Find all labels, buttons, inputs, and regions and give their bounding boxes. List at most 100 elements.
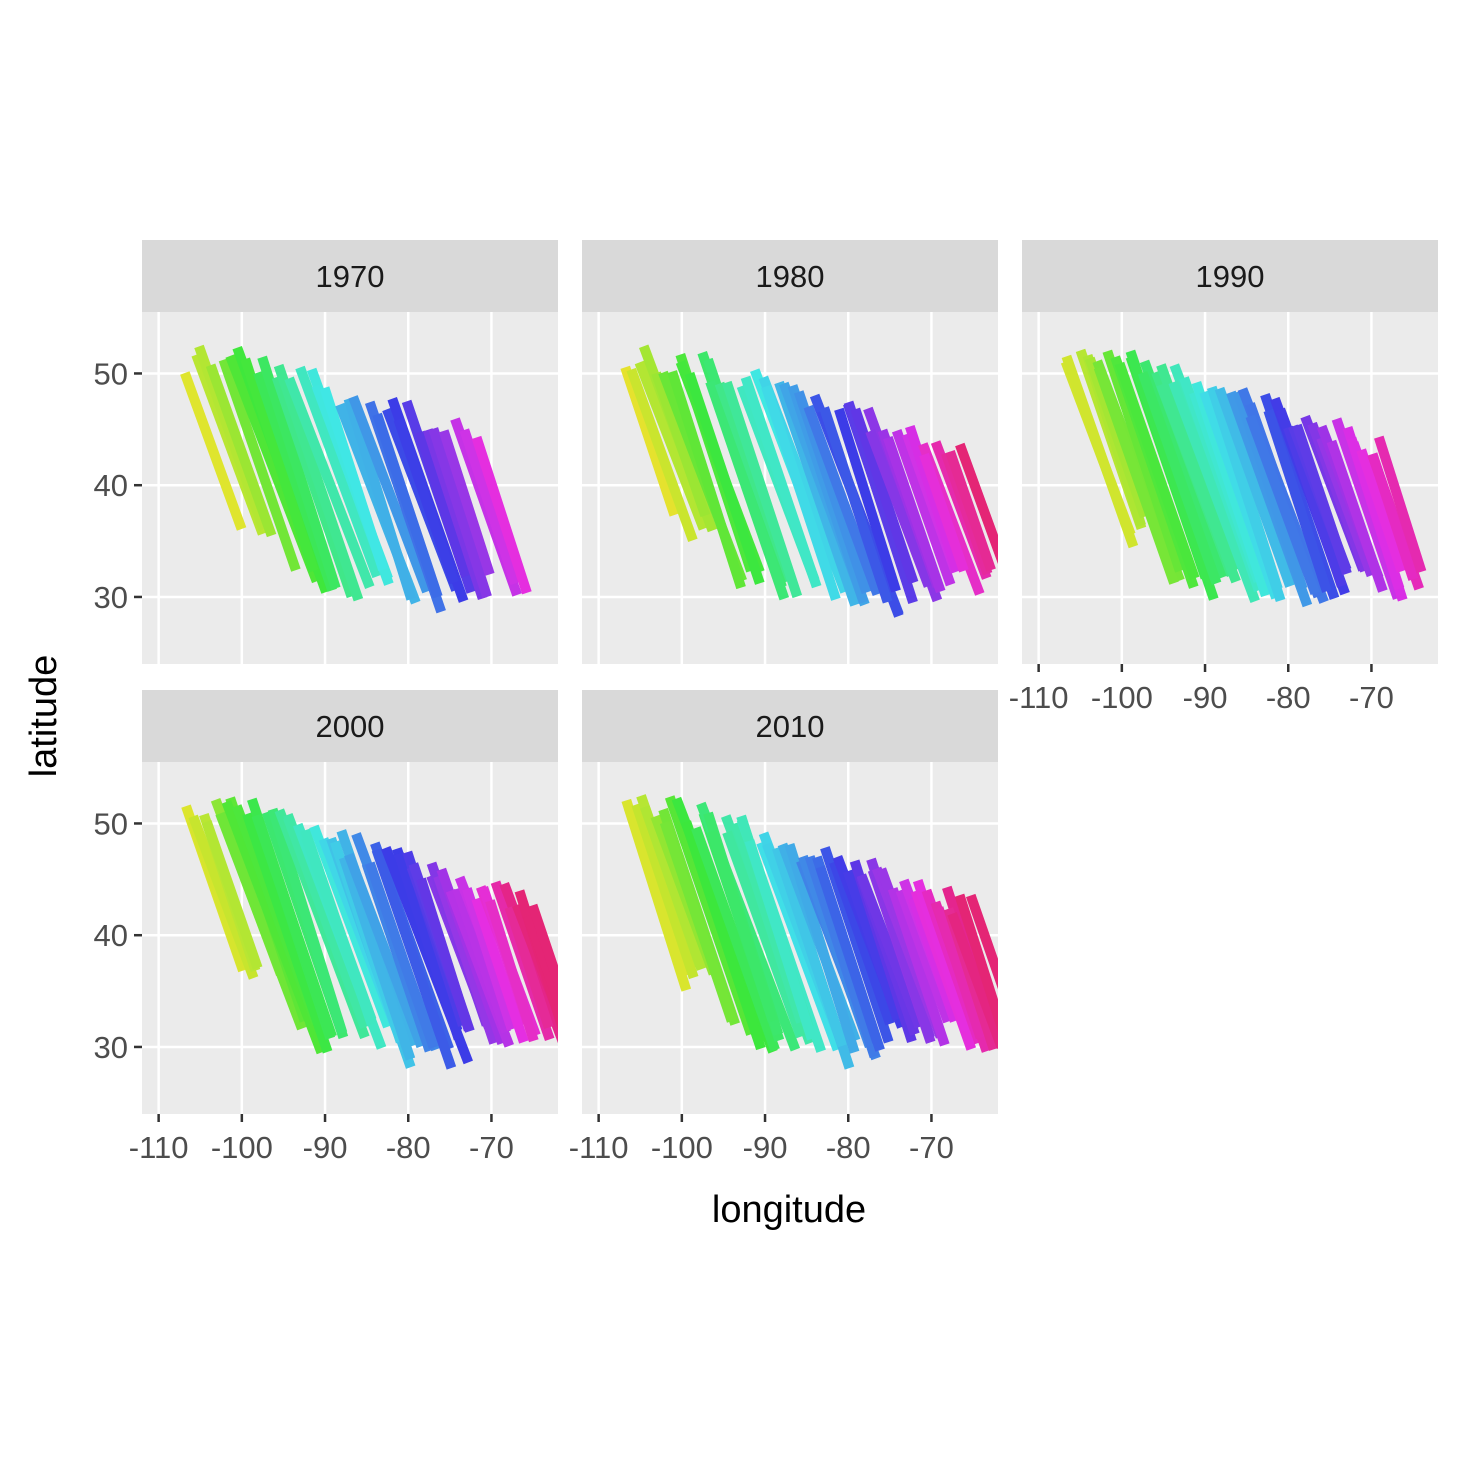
- track-line: [891, 429, 956, 587]
- track-line: [471, 435, 532, 595]
- track-line: [188, 814, 259, 980]
- track-line: [452, 887, 511, 1034]
- track-line: [626, 367, 698, 542]
- track-line: [912, 879, 972, 1032]
- track-line: [731, 821, 806, 1024]
- track-line: [744, 839, 817, 1041]
- y-tick-label: 50: [94, 806, 128, 841]
- strip-background: [1022, 240, 1438, 312]
- track-line: [371, 848, 457, 1070]
- track-line: [1263, 408, 1332, 593]
- track-line: [947, 912, 998, 1049]
- y-tick-label: 30: [94, 580, 128, 615]
- x-tick-label: -70: [1349, 680, 1394, 715]
- track-line: [815, 865, 885, 1052]
- track-line: [273, 363, 364, 602]
- track-line: [895, 888, 953, 1024]
- track-line: [803, 404, 883, 597]
- track-line: [651, 371, 711, 518]
- track-line: [1367, 452, 1418, 581]
- track-line: [1326, 439, 1388, 593]
- track-line: [1210, 391, 1283, 591]
- track-lines: [1060, 348, 1427, 608]
- track-line: [774, 380, 860, 607]
- track-line: [180, 371, 247, 531]
- track-line: [624, 806, 690, 978]
- x-tick-label: -80: [826, 1130, 871, 1165]
- track-line: [1168, 380, 1260, 604]
- facet-panel-1970: 1970 30 40 50: [94, 240, 558, 664]
- track-line: [343, 397, 417, 601]
- track-line: [640, 805, 707, 971]
- track-line: [1283, 425, 1347, 588]
- track-line: [707, 829, 778, 1023]
- facet-panel-2010: 2010 -110 -100 -90 -80 -70: [569, 690, 998, 1165]
- x-tick-label: -70: [469, 1130, 514, 1165]
- track-line: [955, 442, 998, 565]
- track-line: [684, 371, 765, 585]
- track-line: [257, 355, 341, 590]
- x-tick-label: -90: [1183, 680, 1228, 715]
- track-line: [819, 406, 893, 604]
- facet-panel-1990: 1990 -110 -100 -90 -80 -70: [1009, 240, 1438, 715]
- x-tick-label: -110: [1009, 680, 1069, 715]
- track-line: [722, 380, 803, 599]
- y-axis-title: latitude: [23, 655, 65, 778]
- strip-label: 2000: [316, 709, 385, 744]
- facet-panel-2000: 2000 30 40 50 -110 -100 -90 -80 -70: [94, 690, 558, 1165]
- track-lines: [180, 344, 532, 614]
- track-line: [319, 386, 388, 572]
- track-line: [271, 375, 357, 599]
- track-line: [667, 370, 746, 590]
- track-line: [681, 821, 766, 1051]
- track-line: [908, 896, 960, 1023]
- track-line: [433, 874, 499, 1045]
- strip-label: 2010: [756, 709, 825, 744]
- track-line: [242, 812, 333, 1054]
- track-line: [865, 429, 934, 588]
- strip-background: [582, 240, 998, 312]
- track-line: [850, 407, 919, 585]
- x-tick-label: -70: [909, 1130, 954, 1165]
- track-line: [761, 384, 841, 601]
- strip-label: 1970: [316, 259, 385, 294]
- x-tick-label: -80: [386, 1130, 431, 1165]
- track-line: [251, 813, 337, 1039]
- track-line: [1156, 363, 1240, 572]
- track-line: [1114, 361, 1200, 580]
- track-line: [215, 811, 307, 1031]
- track-line: [504, 905, 554, 1030]
- x-axis-title: longitude: [712, 1189, 866, 1231]
- track-line: [393, 852, 464, 1041]
- track-line: [664, 795, 756, 1036]
- track-line: [372, 412, 443, 599]
- x-tick-label: -110: [569, 1130, 629, 1165]
- track-line: [344, 852, 426, 1049]
- track-line: [1139, 359, 1230, 579]
- track-line: [634, 360, 709, 531]
- track-line: [393, 417, 459, 585]
- track-line: [722, 830, 806, 1039]
- track-lines: [621, 794, 998, 1070]
- track-line: [659, 820, 737, 1023]
- track-line: [415, 430, 471, 578]
- track-line: [1245, 414, 1320, 596]
- track-line: [829, 860, 895, 1026]
- track-line: [1374, 435, 1427, 574]
- track-line: [1061, 354, 1139, 549]
- track-line: [416, 877, 474, 1032]
- track-line: [283, 815, 370, 1029]
- strip-background: [142, 690, 558, 762]
- track-line: [295, 365, 382, 579]
- track-line: [772, 846, 848, 1048]
- track-line: [459, 428, 520, 586]
- track-line: [1085, 356, 1150, 519]
- track-line: [784, 843, 860, 1054]
- track-line: [620, 365, 680, 517]
- track-line: [365, 861, 439, 1050]
- track-line: [856, 873, 925, 1029]
- track-line: [221, 800, 327, 1055]
- track-line: [804, 855, 880, 1059]
- track-line: [883, 435, 946, 594]
